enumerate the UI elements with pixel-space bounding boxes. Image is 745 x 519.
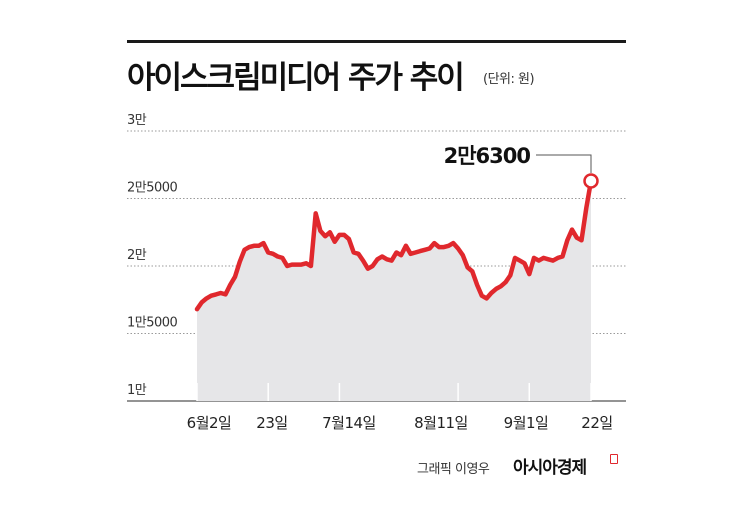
- last-value-label: 2만6300: [444, 144, 531, 168]
- y-tick-label: 2만5000: [127, 181, 178, 196]
- graphic-credit: 그래픽 이영우: [417, 462, 490, 477]
- top-rule: [127, 40, 626, 43]
- axis-labels: 3만 2만5000 2만 1만5000 1만 6월2일 23일 7월14일 8월11일 9월1일 2…: [127, 113, 613, 432]
- x-tick-marks: [196, 383, 592, 401]
- price-line: [194, 178, 594, 312]
- chart-title: 아이스크림미디어 주가 추이: [127, 60, 465, 96]
- annotation-layer: 2만6300: [444, 144, 599, 189]
- x-tick-label: 6월2일: [187, 414, 232, 432]
- x-tick-label: 7월14일: [322, 414, 376, 432]
- brand-mark-icon: [610, 454, 618, 464]
- unit-note: (단위: 원): [483, 72, 535, 87]
- y-tick-label: 3만: [127, 113, 147, 128]
- brand-logo-text: 아시아경제: [513, 458, 587, 478]
- x-tick-label: 9월1일: [504, 414, 549, 432]
- x-tick-label: 22일: [581, 414, 612, 432]
- y-tick-label: 1만: [127, 383, 147, 398]
- y-tick-label: 2만: [127, 248, 147, 263]
- annotation-leader-line: [536, 154, 592, 173]
- x-tick-label: 23일: [256, 414, 287, 432]
- y-tick-label: 1만5000: [127, 316, 178, 331]
- x-tick-label: 8월11일: [414, 414, 468, 432]
- price-area-fill: [197, 181, 591, 401]
- last-value-marker: [583, 173, 599, 189]
